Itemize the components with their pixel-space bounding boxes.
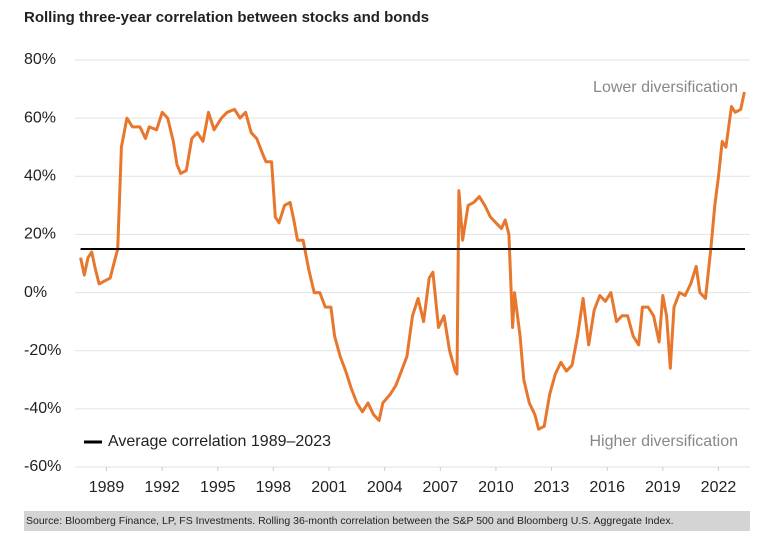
source-bg: [24, 511, 750, 531]
legend-label: Average correlation 1989–2023: [108, 433, 331, 450]
x-tick-label: 2016: [589, 479, 625, 496]
x-tick-label: 2001: [311, 479, 347, 496]
x-tick-label: 1989: [89, 479, 125, 496]
y-tick-label: 20%: [24, 226, 56, 243]
x-tick-label: 2022: [701, 479, 737, 496]
x-tick-label: 1995: [200, 479, 236, 496]
x-tick-label: 2019: [645, 479, 681, 496]
x-tick-label: 2007: [423, 479, 459, 496]
y-tick-label: -40%: [24, 400, 61, 417]
x-tick-label: 1992: [144, 479, 180, 496]
x-tick-label: 2013: [534, 479, 570, 496]
y-tick-label: 0%: [24, 284, 47, 301]
x-tick-label: 2004: [367, 479, 403, 496]
annotation: Lower diversification: [593, 79, 738, 96]
data-line: [79, 91, 746, 431]
y-tick-label: 80%: [24, 51, 56, 68]
y-tick-label: 60%: [24, 109, 56, 126]
x-tick-label: 2010: [478, 479, 514, 496]
y-tick-label: -20%: [24, 342, 61, 359]
annotation: Higher diversification: [589, 433, 738, 450]
y-tick-label: 40%: [24, 168, 56, 185]
x-tick-label: 1998: [256, 479, 292, 496]
y-tick-label: -60%: [24, 458, 61, 475]
chart-title: Rolling three-year correlation between s…: [24, 9, 429, 26]
source: Source: Bloomberg Finance, LP, FS Invest…: [26, 515, 674, 527]
